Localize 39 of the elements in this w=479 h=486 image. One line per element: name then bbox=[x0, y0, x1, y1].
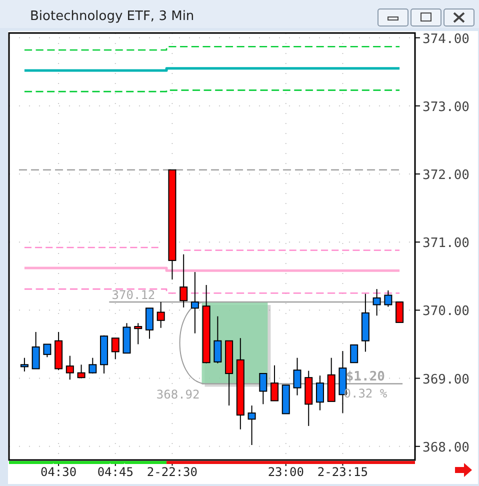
candlestick bbox=[384, 290, 392, 308]
candlestick bbox=[190, 272, 199, 334]
x-tick-label: 04:30 bbox=[40, 465, 77, 479]
y-tick-label: 373.00 bbox=[422, 100, 470, 115]
x-tick-label: 04:45 bbox=[97, 465, 134, 479]
candlestick bbox=[396, 302, 404, 323]
annotation: 0.32 % bbox=[344, 386, 388, 401]
candlestick bbox=[111, 338, 120, 360]
candlestick bbox=[156, 302, 165, 328]
candlestick bbox=[32, 331, 40, 370]
candlestick bbox=[180, 254, 188, 308]
y-tick-label: 371.00 bbox=[422, 236, 470, 252]
y-tick-label: 374.00 bbox=[422, 32, 470, 47]
x-tick-label: 2-22:30 bbox=[146, 465, 198, 479]
candlestick bbox=[214, 316, 222, 364]
candlestick bbox=[259, 373, 268, 405]
candlestick bbox=[134, 322, 142, 345]
candlestick bbox=[77, 364, 86, 379]
ref-line-label: 368.92 bbox=[156, 388, 200, 402]
candlestick bbox=[316, 375, 324, 411]
candlestick bbox=[248, 405, 256, 446]
candlestick bbox=[145, 308, 154, 340]
candlestick bbox=[350, 344, 358, 364]
annotation: $1.20 bbox=[346, 370, 386, 385]
y-tick-label: 372.00 bbox=[422, 168, 470, 183]
candlestick bbox=[43, 344, 52, 358]
y-tick-label: 369.00 bbox=[422, 372, 470, 388]
ref-line-label: 370.12 bbox=[112, 288, 156, 302]
x-tick-label: 2-23:15 bbox=[317, 465, 368, 479]
candlestick bbox=[66, 355, 74, 380]
candlestick bbox=[293, 357, 302, 396]
y-tick-label: 368.00 bbox=[422, 440, 470, 456]
chart-title: Biotechnology ETF, 3 Min bbox=[30, 9, 194, 24]
candlestick bbox=[20, 357, 28, 372]
y-tick-label: 370.00 bbox=[422, 304, 470, 320]
candlestick bbox=[88, 357, 97, 374]
x-tick-label: 23:00 bbox=[268, 465, 304, 479]
candlestick bbox=[270, 364, 279, 402]
candlestick bbox=[372, 288, 381, 316]
